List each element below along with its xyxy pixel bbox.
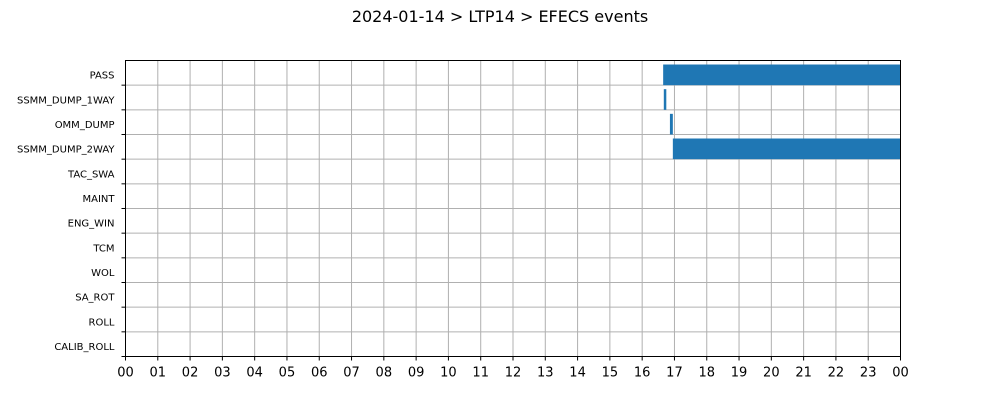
x-tick-label: 17 [666,366,683,381]
x-tick-label: 07 [343,366,360,381]
x-tick-label: 13 [537,366,554,381]
y-tick-label: SA_ROT [75,293,115,304]
x-tick-label: 23 [860,366,877,381]
x-tick-label: 10 [440,366,457,381]
x-tick-label: 14 [569,366,586,381]
x-tick-label: 01 [150,366,167,381]
y-axis: PASS SSMM_DUMP_1WAY OMM_DUMP SSMM_DUMP_2WAY… [17,71,126,357]
x-tick-label: 02 [182,366,199,381]
y-tick-label: ENG_WIN [68,219,115,230]
x-tick-label: 00 [892,366,909,381]
x-tick-label: 04 [246,366,263,381]
y-tick-label: PASS [90,71,115,82]
grid-lines [125,60,901,357]
x-tick-label: 15 [602,366,619,381]
x-tick-label: 05 [279,366,296,381]
event-bar-omm-dump [669,113,673,135]
x-tick-label: 00 [117,366,134,381]
x-tick-label: 19 [731,366,748,381]
y-tick-label: ROLL [89,317,115,328]
x-tick-label: 12 [505,366,522,381]
x-tick-label: 21 [795,366,812,381]
chart-title: 2024-01-14 > LTP14 > EFECS events [352,7,648,26]
x-axis: 00 01 02 03 04 05 06 07 08 09 10 11 12 13 14 15 16 17 18 19… [117,356,909,381]
y-tick-label: SSMM_DUMP_1WAY [17,95,115,106]
y-tick-label: TAC_SWA [67,169,115,180]
event-bar-ssmm-dump-1way [663,89,667,110]
x-tick-label: 09 [408,366,425,381]
y-tick-label: WOL [91,268,115,279]
y-tick-label: OMM_DUMP [55,120,115,131]
x-tick-label: 22 [828,366,845,381]
y-tick-label: CALIB_ROLL [54,342,115,353]
y-tick-label: SSMM_DUMP_2WAY [17,145,115,156]
y-tick-label: TCM [92,243,114,254]
event-bar-pass [663,64,901,86]
x-tick-label: 20 [763,366,780,381]
x-tick-label: 03 [214,366,231,381]
x-tick-label: 16 [634,366,651,381]
x-tick-label: 18 [698,366,715,381]
y-tick-label: MAINT [82,194,115,205]
event-bar-ssmm-dump-2way [672,138,901,160]
x-tick-label: 08 [376,366,393,381]
x-tick-label: 11 [472,366,489,381]
event-bars [663,64,901,160]
x-tick-label: 06 [311,366,328,381]
